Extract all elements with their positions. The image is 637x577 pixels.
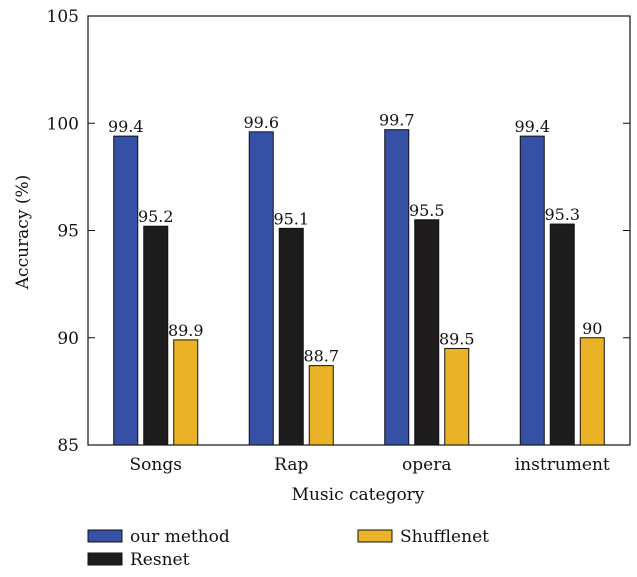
plot-frame [87,15,631,446]
plot-area [87,15,631,446]
legend: our method Resnet Shufflenet [87,527,489,570]
legend-label: our method [130,527,230,547]
y-tick-label: 95 [57,222,79,242]
data-label: 89.9 [168,321,204,340]
legend-swatch [357,529,393,543]
legend-label: Resnet [130,550,190,570]
x-tick-label: Rap [274,455,308,475]
data-label: 88.7 [303,347,339,366]
y-tick-label: 85 [57,436,79,456]
bar [308,365,334,446]
bar [579,337,605,446]
x-axis-label: Music category [292,485,425,505]
legend-swatch [87,552,123,566]
data-label: 99.4 [108,117,144,136]
data-label: 95.3 [544,205,580,224]
x-tick-label: opera [402,455,451,475]
bar [549,223,575,446]
data-label: 95.5 [409,201,445,220]
x-tick-label: Songs [130,455,182,475]
legend-label: Shufflenet [400,527,489,547]
data-label: 95.2 [138,207,174,226]
data-label: 99.6 [243,113,279,132]
y-axis-label: Accuracy (%) [13,175,33,290]
data-label: 99.4 [514,117,550,136]
y-tick-label: 90 [57,329,79,349]
y-tick-label: 100 [47,114,79,134]
bar [143,225,169,446]
y-tick-label: 105 [47,7,79,27]
bar [248,131,274,446]
bar [113,135,139,446]
legend-swatch [87,529,123,543]
bar [384,129,410,446]
data-label: 89.5 [439,329,475,348]
bar [173,339,199,446]
bar [519,135,545,446]
data-label: 95.1 [273,209,309,228]
bar [444,347,470,446]
bars [113,129,605,446]
bar [278,227,304,446]
data-labels: 99.4 95.2 89.9 99.6 95.1 88.7 99.7 95.5 89.5 99.4… [108,111,602,366]
x-tick-label: instrument [515,455,610,475]
data-label: 99.7 [379,111,415,130]
data-label: 90 [582,319,602,338]
y-axis: 85 90 95 100 105 [47,7,630,456]
bar [414,219,440,446]
